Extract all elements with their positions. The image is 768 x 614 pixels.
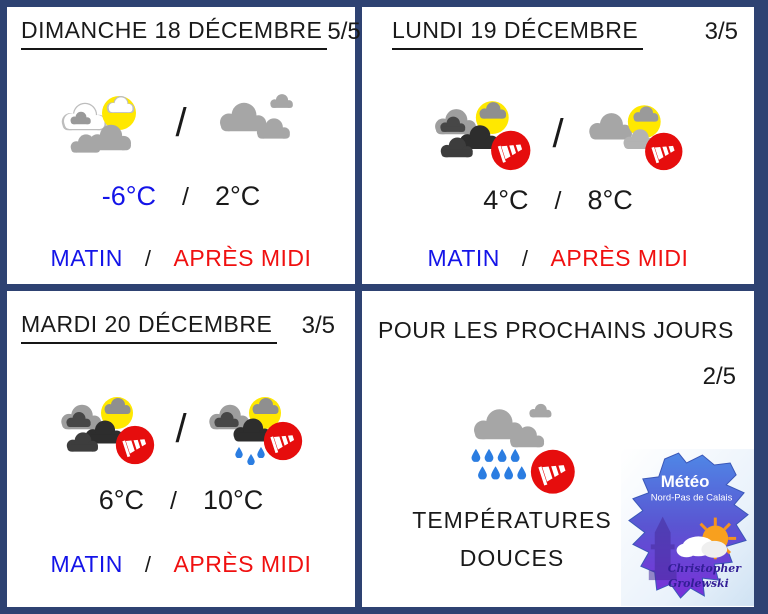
morning-label: MATIN (50, 245, 123, 271)
sun-clouds-wind-icon (588, 105, 683, 171)
afternoon-temp: 8°C (587, 185, 633, 215)
day-rating: 3/5 (704, 18, 738, 45)
sun-dark-clouds-wind-icon (435, 101, 531, 171)
afternoon-label: APRÈS MIDI (550, 245, 689, 271)
raindrop-icon (484, 448, 494, 462)
day-rating: 3/5 (301, 312, 335, 339)
morning-temp: 6°C (98, 485, 145, 515)
morning-label: MATIN (50, 551, 123, 577)
temperatures-row: 4°C / 8°C (362, 185, 754, 216)
slash-separator: / (182, 183, 189, 211)
windsock-badge-icon (116, 425, 155, 465)
forecast-message-line2: DOUCES (459, 545, 565, 571)
day-header: DIMANCHE 18 DÉCEMBRE 5/5 (21, 17, 361, 50)
forecast-message: TEMPÉRATURES DOUCES (362, 501, 662, 577)
logo-signature-first: Christopher (668, 562, 742, 575)
day-rating: 5/5 (327, 18, 361, 45)
sun-dark-clouds-wind-icon (61, 397, 155, 465)
panel-prochains-jours: POUR LES PROCHAINS JOURS 2/5 TEMPÉRATURE… (362, 291, 754, 607)
windsock-badge-icon (530, 449, 575, 494)
weather-icons-row: / (7, 391, 355, 467)
day-title: DIMANCHE 18 DÉCEMBRE (21, 17, 328, 50)
windsock-badge-icon (644, 132, 683, 171)
rain-clouds-wind-icon (471, 403, 575, 494)
logo-signature-last: Grolewski (668, 577, 729, 590)
afternoon-temp: 10°C (202, 485, 264, 515)
logo-cloud-icon (676, 536, 728, 558)
logo-brand-text: Météo (661, 472, 710, 491)
raindrop-icon (234, 447, 243, 458)
temperatures-row: 6°C / 10°C (7, 485, 355, 516)
raindrop-icon (246, 454, 255, 465)
windsock-badge-icon (263, 421, 302, 461)
temperatures-row: -6°C / 2°C (7, 181, 355, 212)
panel-lundi: LUNDI 19 DÉCEMBRE 3/5 / 4° (362, 7, 754, 284)
slash-separator: / (552, 111, 564, 156)
raindrop-icon (510, 448, 520, 462)
raindrop-icon (471, 448, 481, 462)
slash-separator: / (175, 406, 187, 451)
slash-separator: / (144, 246, 152, 271)
forecast-message-line1: TEMPÉRATURES (412, 507, 612, 533)
slash-separator: / (144, 552, 152, 577)
period-labels-row: MATIN / APRÈS MIDI (7, 245, 355, 272)
section-title: POUR LES PROCHAINS JOURS (378, 317, 734, 343)
cloudy-icon (219, 94, 293, 139)
sun-behind-clouds-icon (62, 96, 137, 153)
morning-label: MATIN (427, 245, 500, 271)
slash-separator: / (554, 187, 562, 215)
logo-region-text: Nord-Pas de Calais (651, 492, 733, 503)
weather-icons-row: / (7, 87, 355, 159)
afternoon-temp: 2°C (214, 181, 261, 211)
day-title: MARDI 20 DÉCEMBRE (21, 311, 278, 344)
slash-separator: / (521, 246, 529, 271)
day-header: MARDI 20 DÉCEMBRE 3/5 (21, 311, 335, 344)
section-rating: 2/5 (702, 363, 736, 390)
panel-mardi: MARDI 20 DÉCEMBRE 3/5 / (7, 291, 355, 607)
windsock-badge-icon (491, 130, 531, 171)
slash-separator: / (175, 100, 187, 145)
afternoon-label: APRÈS MIDI (173, 245, 312, 271)
panel-dimanche: DIMANCHE 18 DÉCEMBRE 5/5 / -6°C (7, 7, 361, 284)
period-labels-row: MATIN / APRÈS MIDI (362, 245, 754, 272)
day-header: LUNDI 19 DÉCEMBRE 3/5 (392, 17, 738, 50)
period-labels-row: MATIN / APRÈS MIDI (7, 551, 355, 578)
morning-temp: -6°C (101, 181, 157, 211)
sun-clouds-rain-wind-icon (208, 397, 302, 465)
raindrop-icon (256, 447, 265, 458)
weather-icons-row: / (362, 95, 754, 173)
weather-icon-wrap (462, 403, 576, 499)
raindrop-icon (478, 466, 487, 480)
slash-separator: / (170, 487, 177, 515)
raindrop-icon (504, 466, 514, 480)
meteo-logo-graphic: Météo Nord-Pas de Calais Christopher Gro… (621, 449, 754, 606)
afternoon-label: APRÈS MIDI (173, 551, 312, 577)
raindrop-icon (497, 448, 507, 462)
belfry-icon (648, 516, 677, 581)
meteo-logo: Météo Nord-Pas de Calais Christopher Gro… (621, 448, 754, 607)
raindrop-icon (517, 466, 527, 480)
morning-temp: 4°C (483, 185, 529, 215)
day-title: LUNDI 19 DÉCEMBRE (392, 17, 644, 50)
raindrop-icon (491, 466, 500, 480)
